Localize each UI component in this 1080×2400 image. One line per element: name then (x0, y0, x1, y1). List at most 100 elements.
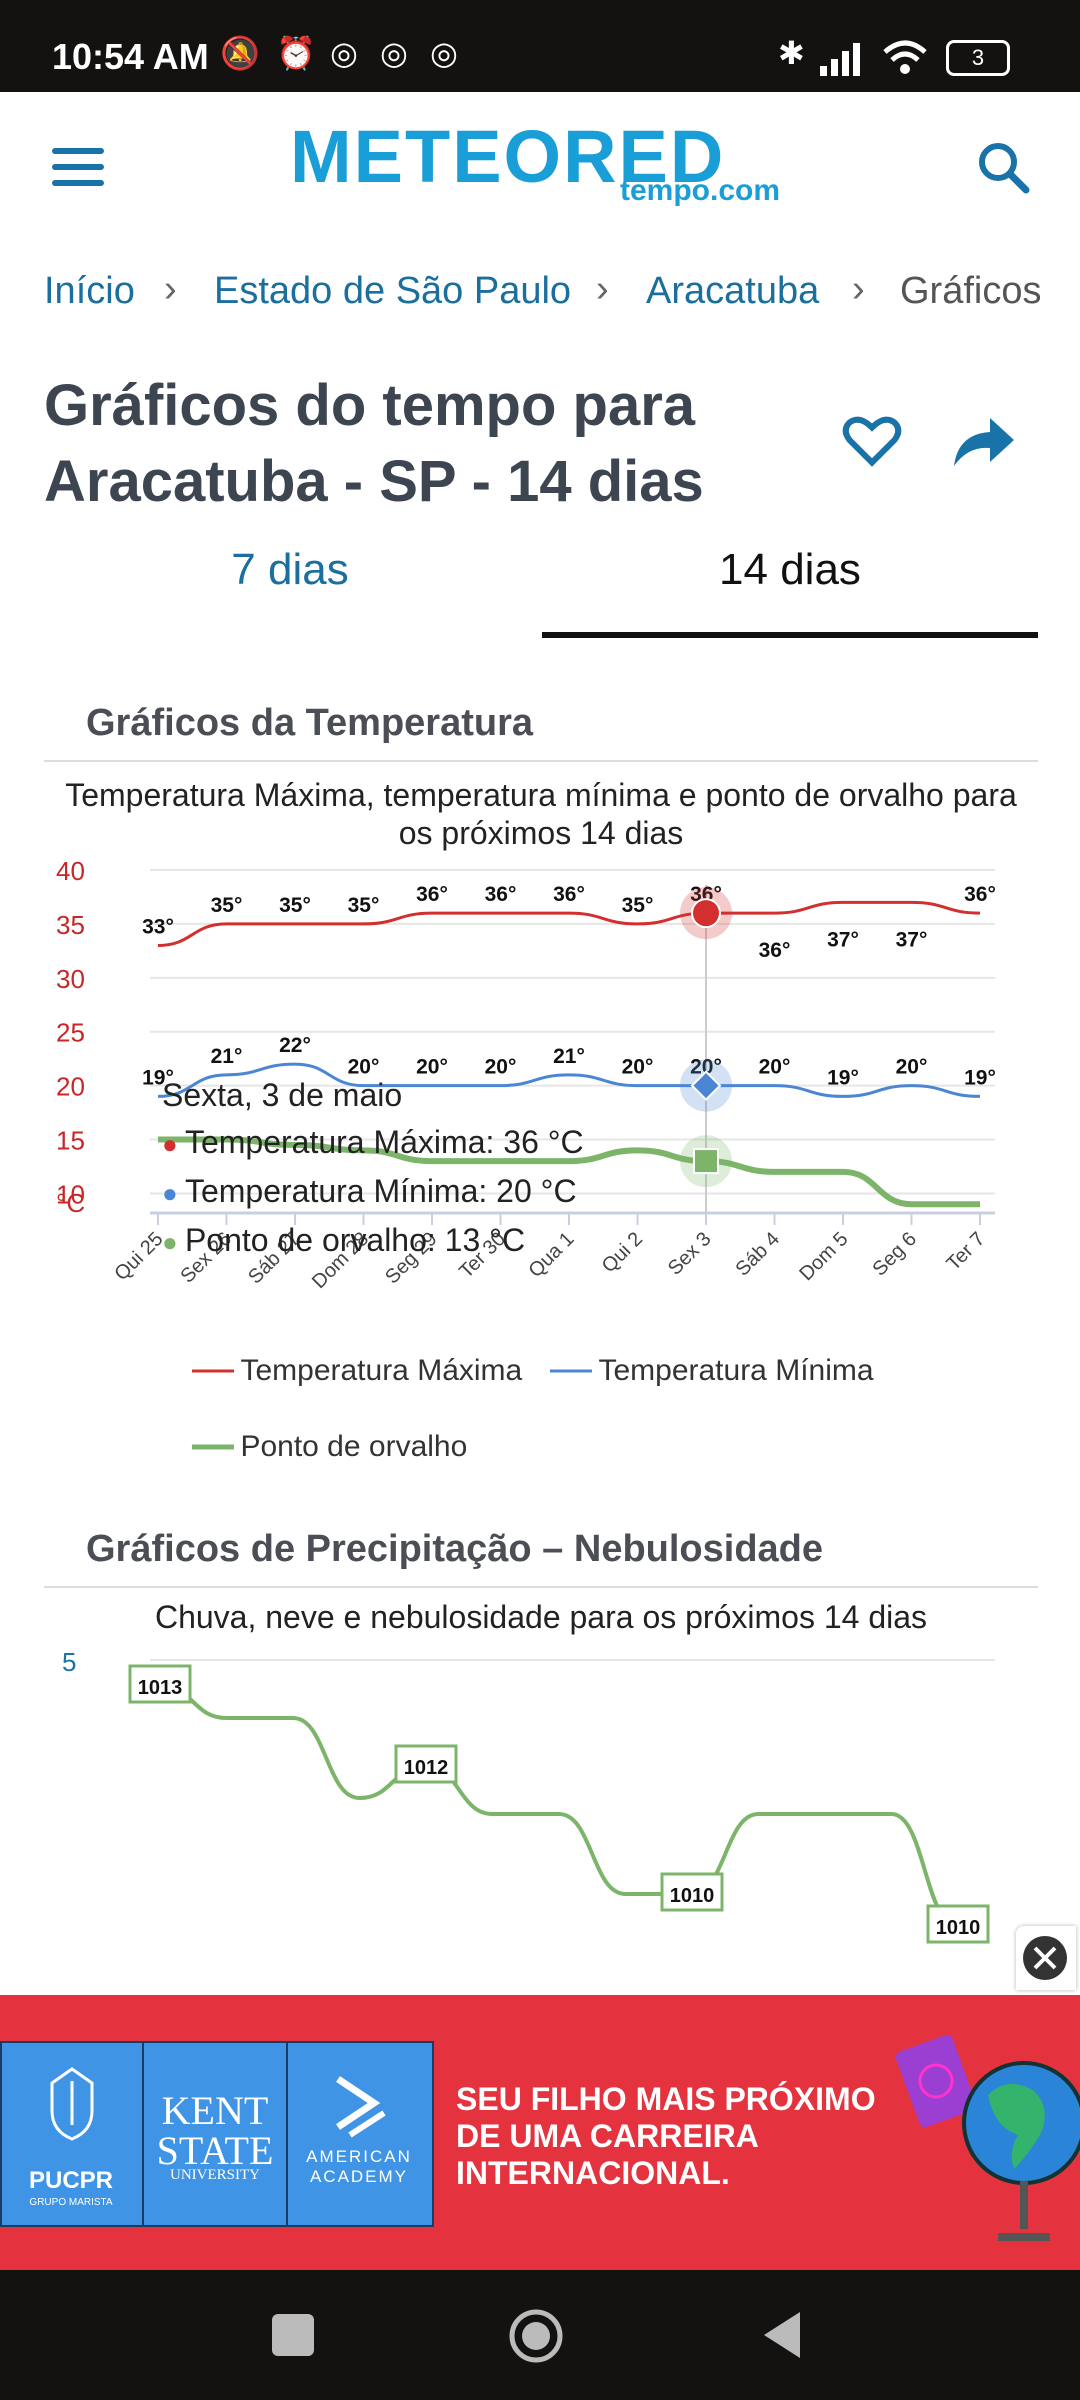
data-label-max: 36° (759, 939, 791, 962)
ad-text-line: SEU FILHO MAIS PRÓXIMO (456, 2081, 876, 2117)
y-tick-label: 40 (56, 856, 85, 886)
logo[interactable]: METEORED (290, 115, 726, 198)
series-dot-icon: ● (162, 1129, 185, 1159)
data-label: 1010 (936, 1917, 981, 1939)
legend-label: Ponto de orvalho (240, 1430, 468, 1463)
x-tick-label: Ter 7 (943, 1228, 990, 1275)
data-label-max: 36° (964, 883, 996, 906)
data-label-min: 20° (690, 1056, 722, 1079)
x-tick-label: Dom 5 (795, 1228, 852, 1285)
navigation-bar (0, 2270, 1080, 2400)
status-time: 10:54 AM (52, 36, 209, 77)
x-tick-label: Qui 2 (598, 1228, 647, 1277)
breadcrumb-current: Gráficos (900, 270, 1040, 312)
tooltip-row-dew: ● Ponto de orvalho: 13 °C (162, 1217, 584, 1266)
ad-text-line: INTERNACIONAL. (456, 2155, 730, 2191)
pucpr-crest-icon (46, 2065, 98, 2148)
data-label-min: 20° (416, 1056, 448, 1079)
breadcrumb-home[interactable]: Início (44, 270, 135, 312)
data-label-box (128, 1664, 192, 1704)
battery-icon: 3 (946, 40, 1010, 76)
data-label-max: 36° (416, 883, 448, 906)
bluetooth-icon: ✱ (778, 35, 805, 71)
alarm-icon: ⏰ (276, 35, 316, 71)
data-label-max: 35° (348, 894, 380, 917)
tooltip-text: Temperatura Máxima: 36 °C (184, 1124, 584, 1160)
x-tick-label: Sex 3 (664, 1228, 716, 1280)
divider (142, 2041, 144, 2227)
back-button[interactable] (760, 2310, 804, 2365)
section-heading-temperature: Gráficos da Temperatura (86, 702, 534, 744)
divider (286, 2041, 288, 2227)
menu-icon[interactable] (52, 148, 104, 196)
marker-min (690, 1070, 722, 1102)
search-icon[interactable] (976, 140, 1032, 201)
ad-logo-text: AMERICAN ACADEMY (306, 2147, 412, 2186)
data-label-max: 36° (690, 883, 722, 906)
data-label-min: 21° (553, 1045, 585, 1068)
favorite-heart-icon[interactable] (842, 412, 902, 473)
share-icon[interactable] (950, 414, 1016, 475)
recent-apps-button[interactable] (272, 2314, 314, 2356)
tab-7-dias[interactable]: 7 dias (231, 545, 349, 594)
site-header: METEORED tempo.com (0, 92, 1080, 242)
legend-item-dew[interactable]: Ponto de orvalho (190, 1430, 467, 1464)
data-label-min: 21° (211, 1045, 243, 1068)
books-icon (895, 2021, 977, 2146)
data-label-min: 22° (279, 1034, 311, 1057)
divider (44, 760, 1038, 762)
tooltip-date: Sexta, 3 de maio (162, 1077, 403, 1113)
ad-banner[interactable]: PUCPR GRUPO MARISTA KENT STATE UNIVERSIT… (0, 1995, 1080, 2270)
tooltip-row-min: ● Temperatura Mínima: 20 °C (162, 1168, 584, 1217)
series-line (159, 1684, 959, 1928)
precipitation-chart-title: Chuva, neve e nebulosidade para os próxi… (154, 1599, 928, 1635)
breadcrumb-state[interactable]: Estado de São Paulo (214, 270, 572, 312)
tab-14-dias[interactable]: 14 dias (719, 545, 861, 594)
legend-item-min[interactable]: Temperatura Mínima (548, 1354, 874, 1388)
data-label-min: 20° (896, 1056, 928, 1079)
data-label-max: 36° (553, 883, 585, 906)
ad-text-bold: CARREIRA (589, 2118, 759, 2154)
divider (44, 1586, 1038, 1588)
marker-max (691, 898, 721, 929)
y-axis-unit: °C (56, 1188, 85, 1218)
american-academy-logo-icon (330, 2073, 390, 2148)
wifi-icon (882, 38, 928, 81)
data-label-max: 35° (622, 894, 654, 917)
legend-label: Temperatura Mínima (598, 1354, 874, 1387)
breadcrumb-city[interactable]: Aracatuba (646, 270, 820, 312)
chevron-right-icon: › (596, 268, 609, 310)
close-ad-button[interactable] (1016, 1926, 1076, 1990)
data-label-box (660, 1872, 724, 1912)
x-tick-label: Qui 25 (110, 1228, 167, 1285)
data-label-box (926, 1904, 990, 1944)
series-line-dew (158, 1136, 980, 1208)
data-label-min: 20° (759, 1056, 791, 1079)
ad-logo-text: PUCPR (28, 2167, 113, 2194)
mute-icon: 🔕 (220, 35, 260, 71)
series-dot-icon: ● (162, 1178, 185, 1208)
data-label-min: 20° (622, 1056, 654, 1079)
marker-dew (693, 1148, 719, 1175)
ad-logos (0, 2041, 434, 2227)
status-bar: 10:54 AM 🔕 ⏰ ◎ ◎ ◎ ✱ 3 (0, 0, 1080, 92)
home-button[interactable] (508, 2308, 564, 2369)
logo-subtitle: tempo.com (620, 174, 781, 207)
data-label: 1012 (404, 1757, 449, 1779)
data-label-max: 35° (211, 894, 243, 917)
data-label-min: 19° (964, 1066, 996, 1089)
chart-tooltip: Sexta, 3 de maio ● Temperatura Máxima: 3… (162, 1072, 584, 1266)
legend-label: Temperatura Máxima (240, 1354, 523, 1387)
data-label-box (394, 1744, 458, 1784)
precipitation-chart[interactable]: 5 1013 1012 1010 1010 (0, 1640, 1080, 1995)
series-line-min (157, 1062, 981, 1098)
signal-icon (820, 40, 870, 81)
whatsapp-icon: ◎ (430, 35, 458, 71)
series-dot-icon: ● (162, 1227, 185, 1257)
legend-item-max[interactable]: Temperatura Máxima (190, 1354, 522, 1388)
data-label: 1010 (670, 1885, 715, 1907)
data-label-max: 36° (485, 883, 517, 906)
tooltip-row-max: ● Temperatura Máxima: 36 °C (162, 1119, 584, 1168)
y-tick-label: 35 (56, 910, 85, 940)
